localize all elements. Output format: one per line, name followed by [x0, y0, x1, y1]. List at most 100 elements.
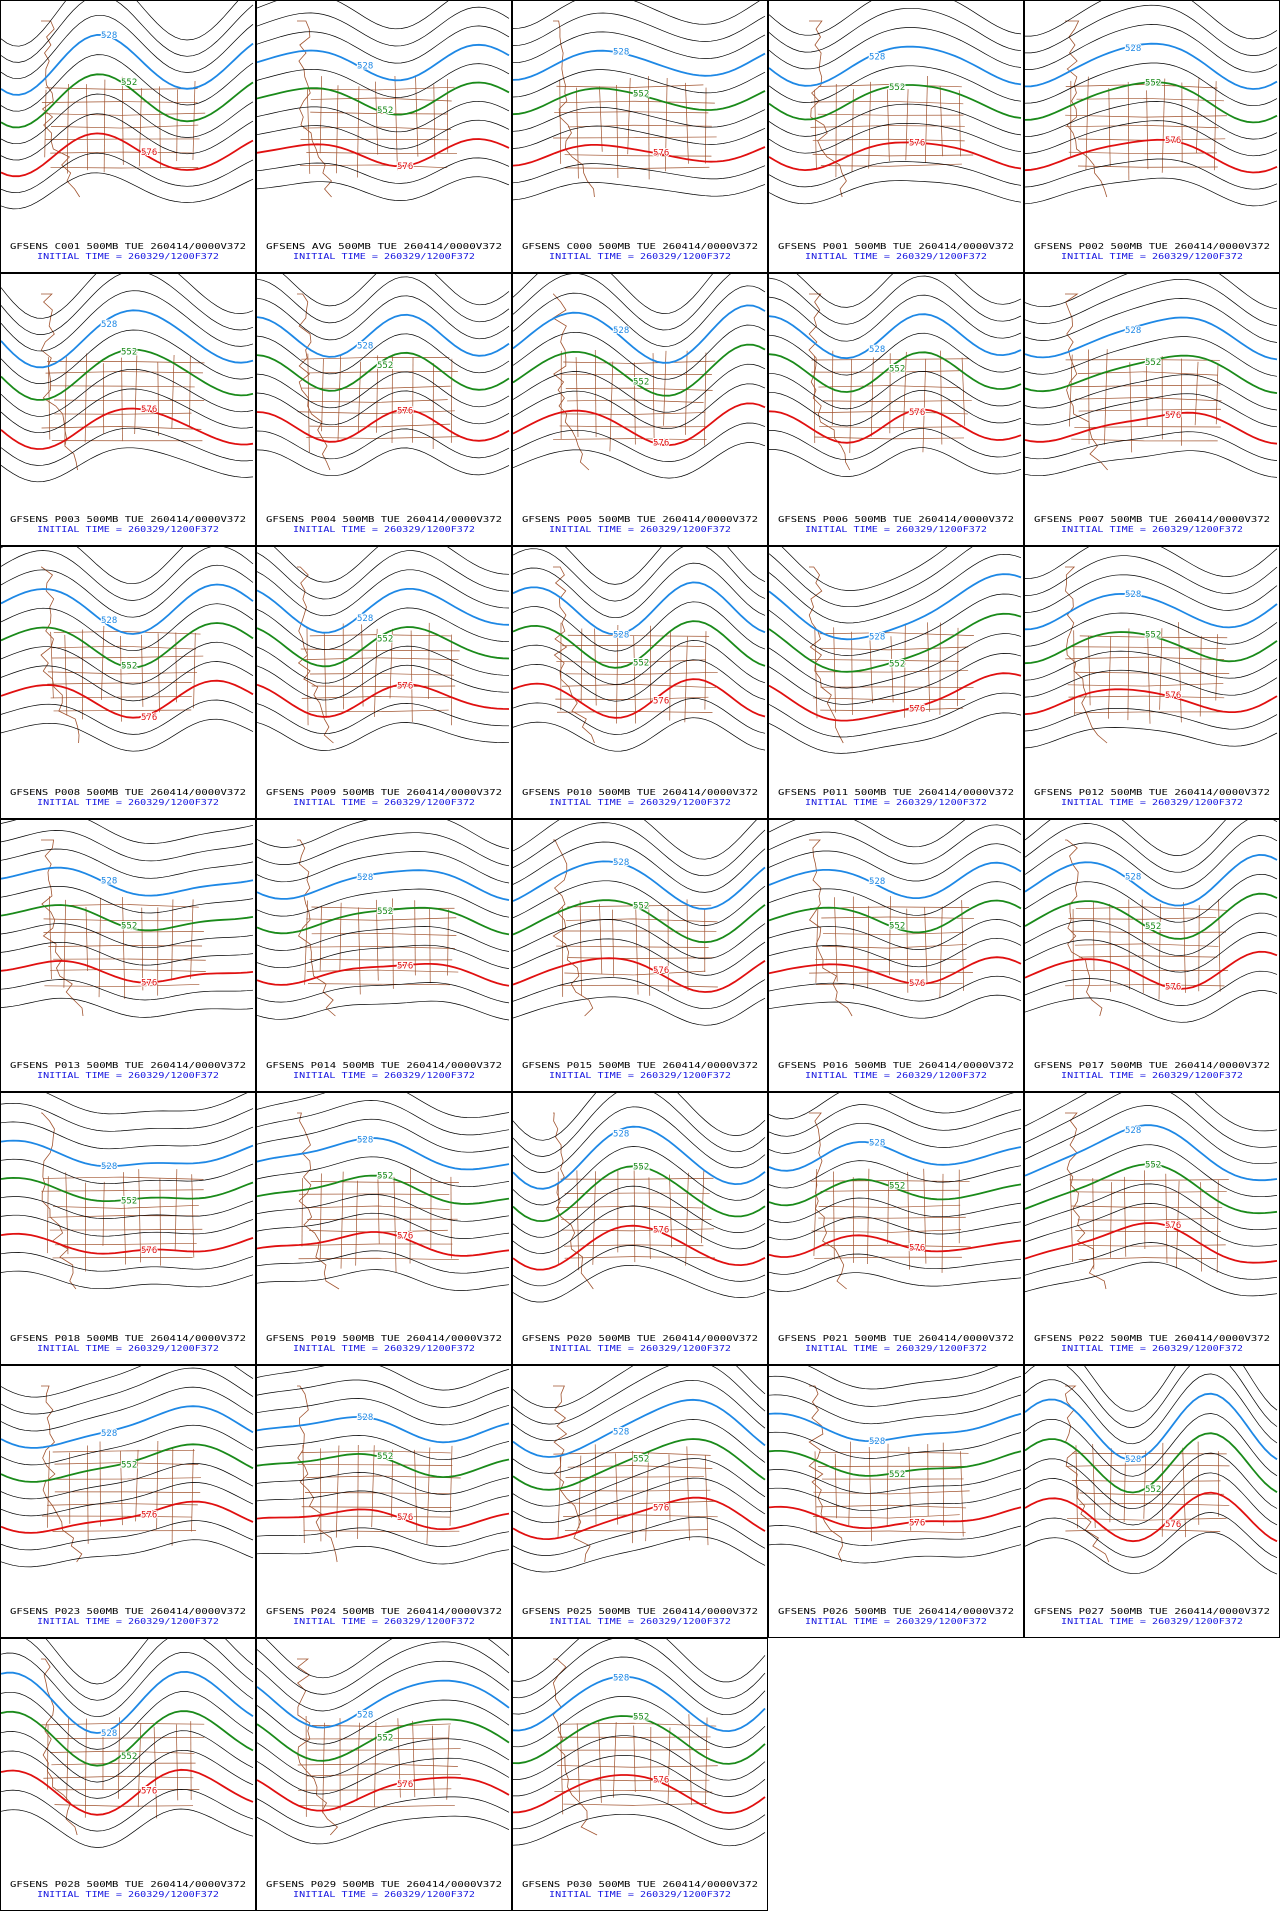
state-border [1073, 630, 1075, 716]
state-border [1200, 1182, 1202, 1272]
state-border [321, 358, 324, 432]
state-border [122, 1172, 126, 1265]
key-contour [1, 1139, 254, 1168]
state-border [576, 1723, 580, 1801]
state-border [171, 354, 175, 429]
height-contour [769, 1525, 1022, 1546]
map: 528 552 576 GFSENS P008 500MB TUE 260414/00… [1, 547, 254, 807]
map: 528 552 576 GFSENS P012 500MB TUE 260414/00… [1025, 547, 1278, 807]
height-contour [513, 1419, 766, 1474]
state-border [310, 1181, 459, 1183]
state-border [669, 1174, 673, 1248]
contour-label: 528 [357, 1136, 373, 1146]
coastline [809, 1112, 847, 1290]
state-border [1196, 77, 1200, 154]
key-contour [1, 583, 254, 635]
key-contour [257, 1679, 510, 1729]
state-border [358, 907, 361, 995]
height-contour [1, 1196, 254, 1219]
height-contour [257, 390, 510, 426]
state-border [1123, 1176, 1127, 1257]
state-border [1161, 1442, 1164, 1537]
height-contour [1, 368, 254, 417]
state-border [563, 360, 716, 364]
height-contour [513, 1366, 766, 1425]
state-border [567, 1465, 713, 1469]
height-contour [257, 1490, 510, 1513]
height-contour [257, 6, 510, 47]
panel-title: GFSENS C001 500MB TUE 260414/0000V372 [10, 241, 246, 251]
map: 528 552 576 GFSENS P029 500MB TUE 260414/00… [257, 1639, 510, 1899]
state-border [301, 356, 450, 360]
height-contour [1025, 120, 1278, 157]
contour-label: 528 [1125, 590, 1141, 600]
height-contour [513, 181, 766, 201]
state-border [1218, 899, 1221, 992]
height-contour [769, 633, 1022, 689]
state-border [120, 636, 122, 722]
state-border [323, 633, 327, 719]
coastline [809, 839, 853, 1017]
model-panel: 528 552 576 GFSENS P027 500MB TUE 260414/00… [1024, 1365, 1280, 1638]
coastline [553, 566, 595, 744]
key-contour [769, 573, 1022, 641]
state-border [1213, 81, 1217, 171]
state-border [50, 124, 199, 129]
state-border [592, 1171, 597, 1265]
state-border [1143, 1450, 1147, 1519]
state-border [156, 1441, 159, 1530]
panel-subtitle: INITIAL TIME = 260329/1200F372 [37, 1343, 219, 1353]
state-border [565, 671, 718, 675]
state-border [633, 1725, 636, 1793]
state-border [52, 1530, 197, 1532]
panel-title: GFSENS P019 500MB TUE 260414/0000V372 [266, 1333, 502, 1343]
contour-label: 552 [121, 1460, 137, 1470]
key-contour [1025, 1392, 1278, 1461]
contour-label: 552 [889, 83, 905, 93]
state-border [923, 1168, 927, 1264]
panel-subtitle: INITIAL TIME = 260329/1200F372 [1061, 1070, 1243, 1080]
coastline [297, 293, 331, 471]
state-border [1215, 363, 1219, 425]
height-contour [769, 937, 1022, 968]
state-border [357, 1445, 359, 1539]
state-border [823, 932, 964, 935]
state-border [870, 357, 874, 437]
state-border [559, 79, 562, 164]
state-border [41, 1515, 192, 1518]
height-contour [513, 1185, 766, 1238]
key-contour [1, 1768, 254, 1816]
map: 528 552 576 GFSENS AVG 500MB TUE 260414/000… [257, 1, 510, 261]
state-border [121, 76, 124, 166]
map: 528 552 576 GFSENS P004 500MB TUE 260414/00… [257, 274, 510, 534]
height-contour [1025, 912, 1278, 956]
height-contour [1025, 1242, 1278, 1280]
height-contour [1025, 990, 1278, 1023]
height-contour [513, 163, 766, 184]
contour-label: 576 [653, 1776, 669, 1786]
height-contour [1025, 1183, 1278, 1231]
state-border [52, 645, 196, 650]
panel-subtitle: INITIAL TIME = 260329/1200F372 [37, 251, 219, 261]
panel-title: GFSENS P025 500MB TUE 260414/0000V372 [522, 1606, 758, 1616]
contour-label: 552 [633, 377, 649, 387]
state-border [813, 411, 968, 415]
state-border [67, 83, 69, 174]
state-border [297, 410, 455, 415]
key-contour [513, 899, 766, 944]
map: 528 552 576 GFSENS P013 500MB TUE 260414/00… [1, 820, 254, 1080]
height-contour [513, 274, 713, 314]
model-panel: 528 552 576 GFSENS P026 500MB TUE 260414/00… [768, 1365, 1024, 1638]
panel-subtitle: INITIAL TIME = 260329/1200F372 [37, 1889, 219, 1899]
model-panel: 528 552 576 GFSENS P012 500MB TUE 260414/00… [1024, 546, 1280, 819]
model-panel: 528 552 576 GFSENS P019 500MB TUE 260414/00… [256, 1092, 512, 1365]
state-border [554, 1789, 713, 1793]
state-border [818, 84, 962, 88]
state-border [819, 426, 962, 429]
state-border [50, 696, 192, 699]
height-contour [1025, 970, 1278, 1006]
height-contour [1025, 820, 1226, 856]
height-contour [513, 1366, 766, 1409]
height-contour [513, 1477, 766, 1524]
contour-label: 528 [1125, 326, 1141, 336]
